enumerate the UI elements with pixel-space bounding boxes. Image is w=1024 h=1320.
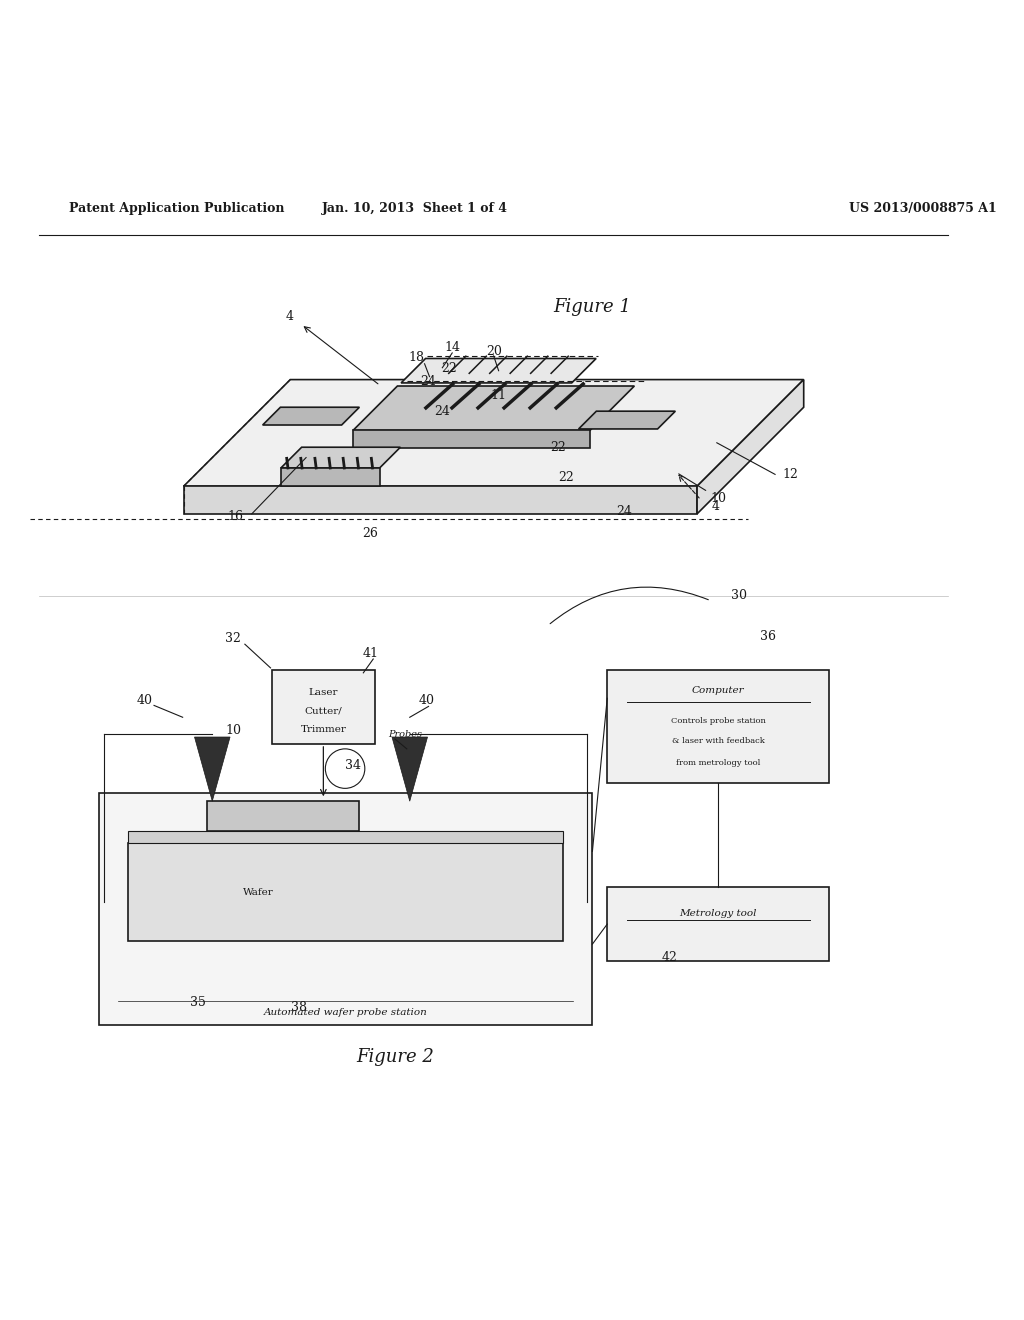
FancyBboxPatch shape [607,887,829,961]
Text: 26: 26 [362,527,378,540]
Text: Wafer: Wafer [244,887,274,896]
Text: 22: 22 [441,362,457,375]
Text: 42: 42 [662,952,678,964]
Bar [128,842,563,941]
Text: 20: 20 [485,346,502,359]
Text: 10: 10 [225,725,241,737]
Polygon shape [401,359,596,383]
Text: 16: 16 [227,511,243,523]
Text: Patent Application Publication: Patent Application Publication [69,202,285,215]
Text: 22: 22 [550,441,565,454]
Text: 36: 36 [760,630,776,643]
Text: Figure 1: Figure 1 [554,297,632,315]
Text: 14: 14 [444,342,460,355]
Polygon shape [353,385,635,430]
Text: Probes: Probes [388,730,422,739]
Bar [128,830,563,842]
Text: US 2013/0008875 A1: US 2013/0008875 A1 [849,202,997,215]
Text: 34: 34 [345,759,360,772]
Polygon shape [697,380,804,513]
Polygon shape [392,737,428,801]
Text: 4: 4 [712,500,720,513]
Text: Jan. 10, 2013  Sheet 1 of 4: Jan. 10, 2013 Sheet 1 of 4 [322,202,508,215]
FancyBboxPatch shape [607,669,829,783]
Text: 12: 12 [782,467,798,480]
Text: Metrology tool: Metrology tool [680,908,757,917]
Text: 40: 40 [136,694,153,708]
Text: Laser: Laser [308,688,338,697]
Polygon shape [195,737,230,801]
Text: 24: 24 [434,405,451,417]
Text: Computer: Computer [692,686,744,694]
Polygon shape [183,486,697,513]
Text: 4: 4 [286,310,293,323]
Text: 24: 24 [616,506,632,519]
Text: Trimmer: Trimmer [300,725,346,734]
Text: Figure 2: Figure 2 [356,1048,434,1067]
Text: Controls probe station: Controls probe station [671,717,766,725]
Text: 35: 35 [189,995,206,1008]
Text: & laser with feedback: & laser with feedback [672,738,765,746]
Polygon shape [262,408,359,425]
Polygon shape [281,469,380,486]
Text: 10: 10 [679,474,727,506]
Polygon shape [281,447,400,469]
Bar [207,801,358,830]
Text: 18: 18 [409,351,425,364]
Text: Automated wafer probe station: Automated wafer probe station [264,1008,427,1016]
FancyBboxPatch shape [98,793,593,1026]
Text: 11: 11 [490,389,507,401]
Text: 41: 41 [362,647,378,660]
Text: 38: 38 [291,1001,307,1014]
Text: 24: 24 [421,375,436,388]
Text: from metrology tool: from metrology tool [676,759,761,767]
Text: 22: 22 [558,471,573,484]
Text: 40: 40 [419,694,434,708]
Text: Cutter/: Cutter/ [304,706,342,715]
Polygon shape [579,412,676,429]
Text: 32: 32 [225,632,241,645]
FancyBboxPatch shape [271,669,375,744]
Polygon shape [353,430,590,449]
Text: 30: 30 [731,589,746,602]
Polygon shape [183,380,804,486]
